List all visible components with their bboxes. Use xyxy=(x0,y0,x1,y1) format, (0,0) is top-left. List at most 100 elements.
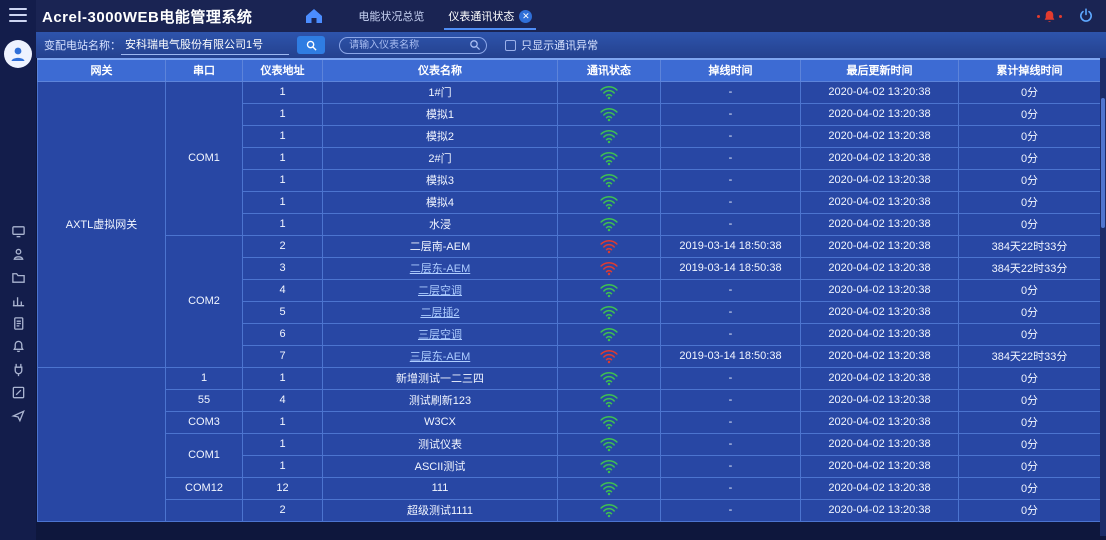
meter-name-cell[interactable]: 三层东-AEM xyxy=(322,344,558,368)
table-row: 1 模拟3 -2020-04-02 13:20:38 0分 xyxy=(38,168,1101,192)
abnormal-only-toggle[interactable]: 只显示通讯异常 xyxy=(505,37,598,53)
address-cell: 4 xyxy=(242,388,323,412)
meter-name-cell[interactable]: 二层插2 xyxy=(322,300,558,324)
offline-time-cell: - xyxy=(660,476,801,500)
tab-label: 电能状况总览 xyxy=(358,11,425,23)
chart-icon[interactable] xyxy=(11,293,26,308)
meter-name-cell: W3CX xyxy=(322,410,558,434)
offline-time-cell: - xyxy=(660,146,801,170)
last-update-time-cell: 2020-04-02 13:20:38 xyxy=(800,124,959,148)
power-icon[interactable] xyxy=(1078,8,1094,24)
last-update-time-cell: 2020-04-02 13:20:38 xyxy=(800,146,959,170)
column-header: 串口 xyxy=(165,58,243,82)
wifi-online-icon xyxy=(600,129,618,143)
station-label: 变配电站名称： xyxy=(44,40,121,52)
wifi-online-icon xyxy=(600,107,618,121)
meter-name-cell[interactable]: 三层空调 xyxy=(322,322,558,346)
offline-time-cell: - xyxy=(660,454,801,478)
meter-search-wrap xyxy=(339,36,488,54)
station-select[interactable]: 安科瑞电气股份有限公司1号 xyxy=(121,35,290,55)
home-button[interactable] xyxy=(304,7,324,25)
scrollbar-thumb[interactable] xyxy=(1101,98,1105,228)
offline-time-cell: - xyxy=(660,80,801,104)
table-row: 1 水浸 -2020-04-02 13:20:38 0分 xyxy=(38,212,1101,236)
tab-bar: 电能状况总览 仪表通讯状态 ✕ xyxy=(346,0,544,32)
meter-name-link[interactable]: 二层插2 xyxy=(420,307,460,319)
wifi-online-icon xyxy=(600,195,618,209)
search-icon xyxy=(306,40,317,51)
meter-name-link[interactable]: 二层空调 xyxy=(418,285,462,297)
edit-icon[interactable] xyxy=(11,385,26,400)
wifi-online-icon xyxy=(600,481,618,495)
user-icon xyxy=(11,47,25,61)
avatar[interactable] xyxy=(4,40,32,68)
offline-time-cell: - xyxy=(660,124,801,148)
document-icon[interactable] xyxy=(11,316,26,331)
offline-duration-cell: 0分 xyxy=(958,190,1101,214)
comm-status-cell xyxy=(557,190,661,214)
wifi-offline-icon xyxy=(600,261,618,275)
alarm-dot xyxy=(1059,14,1062,18)
search-button[interactable] xyxy=(297,36,326,54)
meter-name-cell: 2#门 xyxy=(322,146,558,170)
offline-duration-cell: 384天22时33分 xyxy=(958,256,1101,280)
alarm-bell-icon xyxy=(1044,10,1055,22)
address-cell: 1 xyxy=(242,102,323,126)
address-cell: 1 xyxy=(242,366,323,390)
offline-time-cell: - xyxy=(660,278,801,302)
share-icon[interactable] xyxy=(10,408,26,423)
last-update-time-cell: 2020-04-02 13:20:38 xyxy=(800,168,959,192)
folder-icon[interactable] xyxy=(11,270,26,285)
tab-meter-comm-status[interactable]: 仪表通讯状态 ✕ xyxy=(436,0,544,32)
offline-time-cell: 2019-03-14 18:50:38 xyxy=(660,256,801,280)
wifi-online-icon xyxy=(600,327,618,341)
table-row: 55 4 测试刷新123 -2020-04-02 13:20:38 0分 xyxy=(38,388,1101,412)
meter-status-table: 网关 串口 仪表地址 仪表名称 通讯状态 掉线时间 最后更新时间 累计掉线时间 AXTL虚拟网… xyxy=(37,58,1101,522)
offline-duration-cell: 0分 xyxy=(958,432,1101,456)
offline-duration-cell: 0分 xyxy=(958,124,1101,148)
alarm-button[interactable] xyxy=(1037,9,1062,24)
table-row: COM1 1 测试仪表 -2020-04-02 13:20:38 0分 xyxy=(38,432,1101,478)
search-icon xyxy=(470,39,481,50)
meter-name-cell: 模拟3 xyxy=(322,168,558,192)
comm-status-cell xyxy=(557,432,661,456)
offline-time-cell: - xyxy=(660,322,801,346)
meter-name-input[interactable] xyxy=(339,36,488,54)
meter-name-link[interactable]: 二层东-AEM xyxy=(409,263,471,275)
address-cell: 5 xyxy=(242,300,323,324)
wifi-online-icon xyxy=(600,283,618,297)
vertical-scrollbar[interactable] xyxy=(1100,58,1106,536)
comm-status-cell xyxy=(557,80,661,104)
meter-name-link[interactable]: 三层空调 xyxy=(418,329,462,341)
monitor-icon[interactable] xyxy=(11,224,26,239)
plug-icon[interactable] xyxy=(11,362,26,377)
bell-icon[interactable] xyxy=(11,339,26,354)
comm-status-cell xyxy=(557,124,661,148)
meter-name-cell[interactable]: 二层空调 xyxy=(322,278,558,302)
address-cell: 1 xyxy=(242,80,323,104)
table-row: 1 1 新增测试一二三四 -2020-04-02 13:20:38 0分 xyxy=(37,366,1101,522)
comm-status-cell xyxy=(557,256,661,280)
wifi-offline-icon xyxy=(600,349,618,363)
meter-name-cell: 模拟1 xyxy=(322,102,558,126)
tab-energy-overview[interactable]: 电能状况总览 xyxy=(346,0,436,32)
offline-time-cell: 2019-03-14 18:50:38 xyxy=(660,344,801,368)
address-cell: 12 xyxy=(242,476,323,500)
meter-name-link[interactable]: 三层东-AEM xyxy=(409,351,471,363)
address-cell: 1 xyxy=(242,190,323,214)
meter-name-cell[interactable]: 二层东-AEM xyxy=(322,256,558,280)
offline-time-cell: - xyxy=(660,212,801,236)
offline-duration-cell: 0分 xyxy=(958,212,1101,236)
offline-duration-cell: 0分 xyxy=(958,322,1101,346)
address-cell: 1 xyxy=(242,212,323,236)
checkbox-icon[interactable] xyxy=(505,39,517,51)
column-header: 网关 xyxy=(37,58,166,82)
tab-close-icon[interactable]: ✕ xyxy=(519,9,533,23)
port-cell: 1 xyxy=(165,366,243,390)
wifi-offline-icon xyxy=(600,239,618,253)
meter-name-cell: 111 xyxy=(322,476,558,500)
menu-icon[interactable] xyxy=(9,8,27,26)
person-icon[interactable] xyxy=(11,247,26,262)
column-header: 最后更新时间 xyxy=(800,58,959,82)
offline-duration-cell: 0分 xyxy=(958,102,1101,126)
